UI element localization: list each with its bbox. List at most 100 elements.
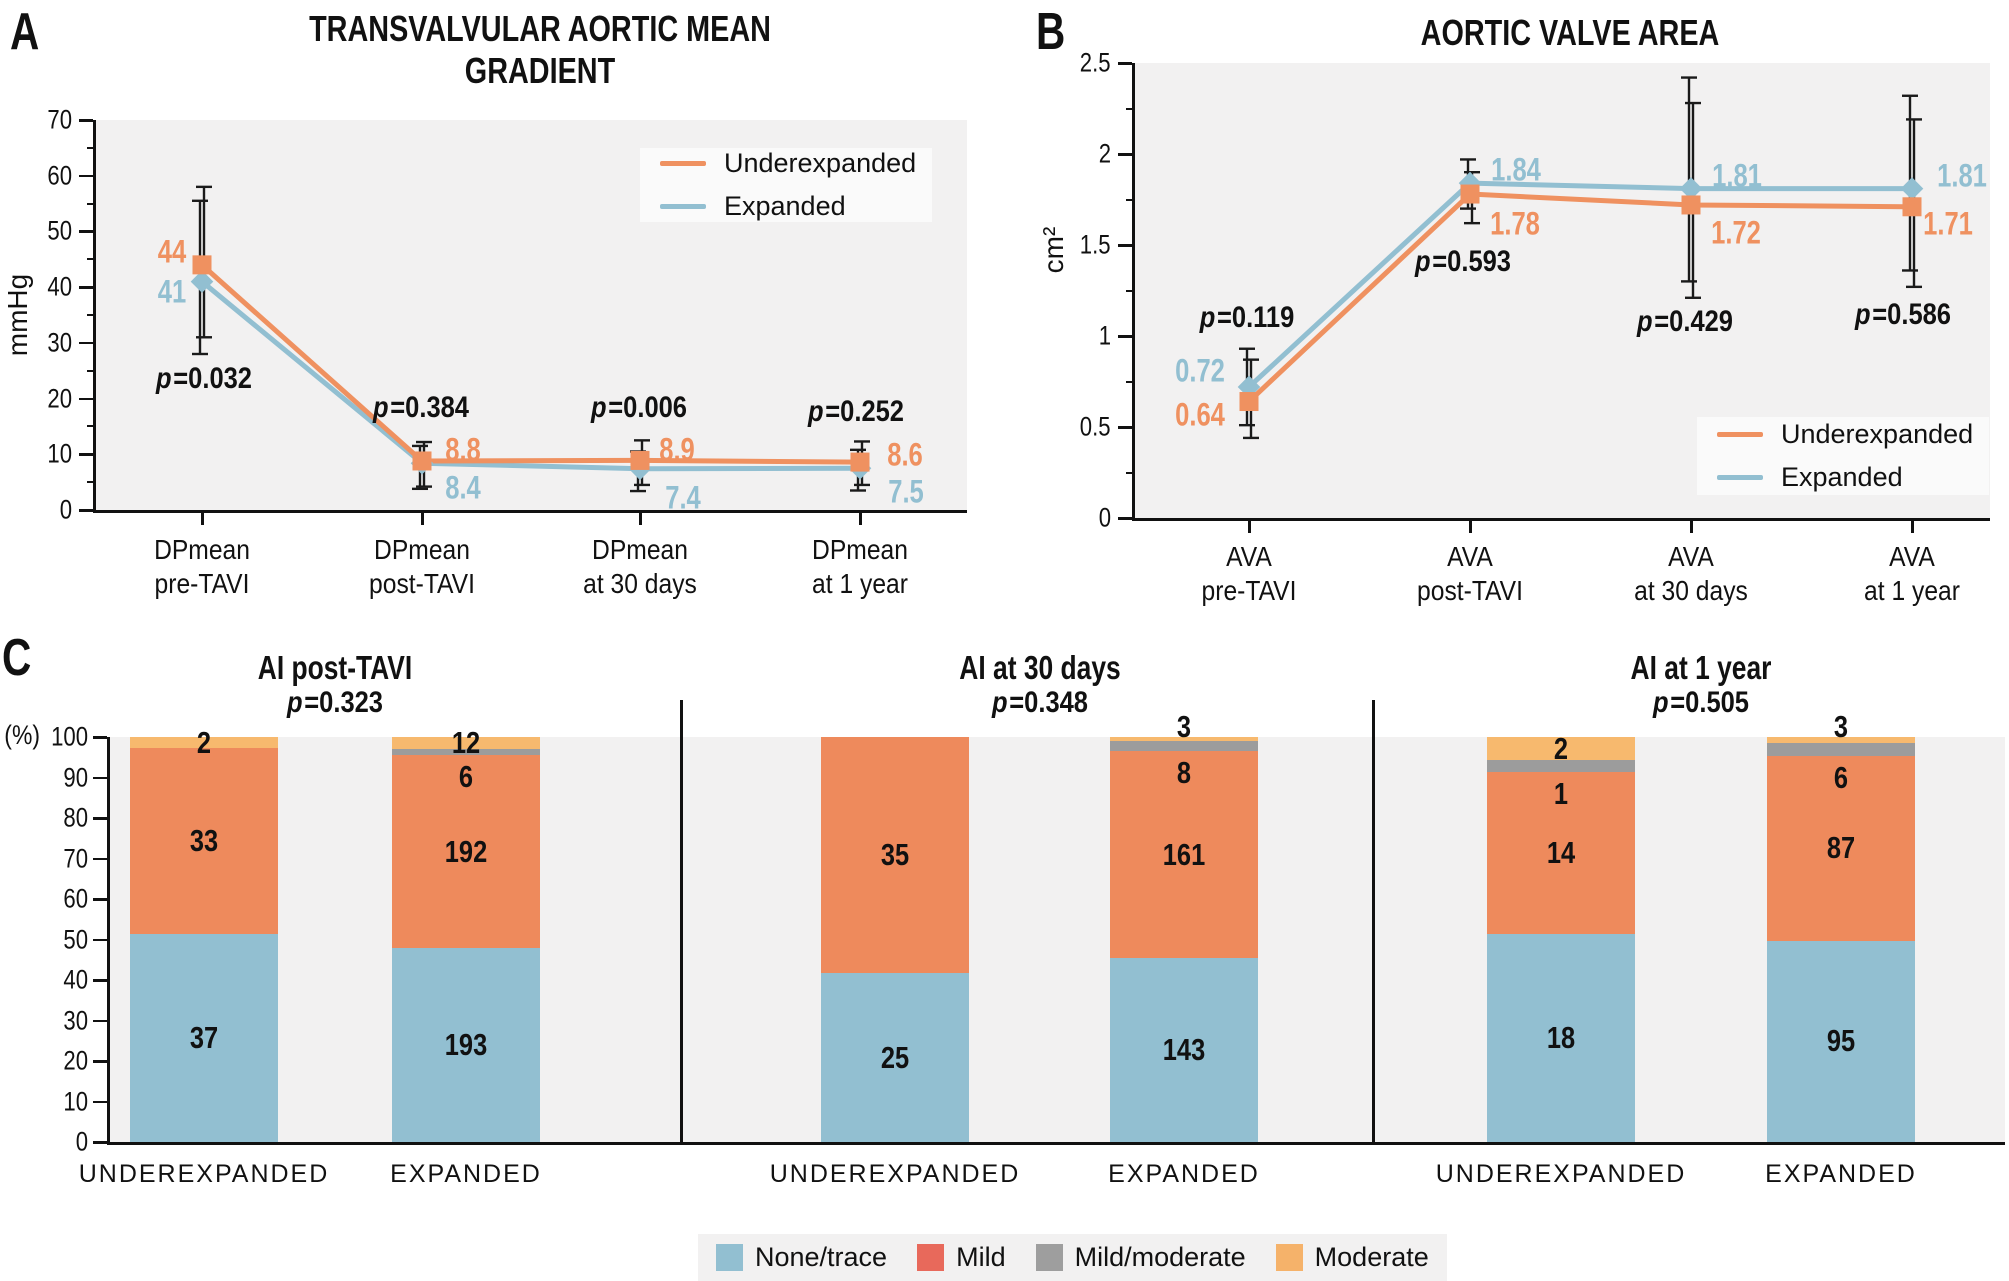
panel-b-legend-line-swatch <box>1717 432 1763 437</box>
panel-a-marker-square-underexpanded <box>192 255 212 275</box>
panel-b-y-tick-label: 0 <box>1098 502 1111 533</box>
ai-legend-item: Mild <box>917 1242 1006 1273</box>
panel-b-x-category-line: AVA <box>1447 541 1493 572</box>
panel-c-bar-count-label: 95 <box>1826 1023 1856 1059</box>
panel-a-y-tick-label: 30 <box>47 327 72 358</box>
panel-b-p-value-label: p=0.593 <box>1415 245 1511 278</box>
panel-b-legend-label: Expanded <box>1781 462 1903 492</box>
panel-b-legend: Underexpanded Expanded <box>1697 417 1989 495</box>
panel-b-x-axis-line <box>1132 518 1990 521</box>
panel-a-y-tick <box>79 341 93 345</box>
panel-b-legend-line-swatch <box>1717 475 1763 480</box>
panel-c-y-tick-label: 20 <box>63 1045 88 1076</box>
panel-a-y-tick-label: 60 <box>47 160 72 191</box>
panel-a-y-tick-label: 50 <box>47 215 72 246</box>
panel-c-y-tick <box>93 857 107 860</box>
panel-b-title: AORTIC VALVE AREA <box>1421 12 1720 54</box>
panel-c-bar-segment-mild <box>1110 751 1258 959</box>
panel-b-marker-square-underexpanded <box>1239 392 1259 412</box>
panel-a-x-category-line: post-TAVI <box>369 568 475 599</box>
panel-a-y-tick <box>79 230 93 233</box>
panel-b-title-line1: AORTIC VALVE AREA <box>1420 12 1720 53</box>
panel-c-y-tick-label: 30 <box>63 1005 88 1035</box>
panel-a-x-category-line: pre-TAVI <box>154 568 250 599</box>
panel-b-y-tick <box>1118 335 1132 338</box>
panel-c-bar-segment-moderate <box>1110 737 1258 741</box>
panel-a-y-tick-label: 10 <box>47 438 72 469</box>
panel-b-y-minor-tick <box>1126 107 1132 110</box>
panel-c-bar-count-label: 6 <box>458 759 474 795</box>
p-symbol: p <box>1637 305 1653 338</box>
panel-a-y-minor-tick <box>87 258 93 261</box>
panel-b-y-tick <box>1118 426 1132 429</box>
panel-b-value-label: 1.84 <box>1491 151 1541 188</box>
panel-b-x-tick <box>1248 521 1251 533</box>
panel-a-x-category-line: DPmean <box>154 534 250 565</box>
p-symbol: p <box>808 395 824 428</box>
panel-a-value-label: 7.5 <box>888 473 924 510</box>
ai-legend-swatch-none_trace <box>716 1244 743 1271</box>
panel-c-y-tick-label: 10 <box>63 1086 88 1116</box>
p-symbol: p <box>1415 245 1431 278</box>
panel-b-value-label: 1.71 <box>1923 205 1973 242</box>
panel-c-bar-count-label: 1 <box>1553 775 1569 811</box>
panel-a-legend: Underexpanded Expanded <box>640 148 932 222</box>
p-symbol: p <box>287 686 303 719</box>
panel-a-x-category-label: DPmean post-TAVI <box>369 533 475 601</box>
panel-b-value-label: 1.78 <box>1490 205 1540 242</box>
panel-c-bar-segment-mild <box>1487 771 1635 934</box>
panel-b-y-minor-tick <box>1126 380 1132 383</box>
ai-legend-label: None/trace <box>755 1242 888 1272</box>
panel-c-y-axis-line <box>107 737 110 1145</box>
panel-a-p-value-label: p=0.032 <box>156 362 252 395</box>
panel-a-x-category-line: at 30 days <box>583 568 697 599</box>
panel-b-letter: B <box>1036 3 1065 61</box>
panel-a-y-tick-label: 70 <box>47 104 72 135</box>
ai-legend-label: Mild/moderate <box>1074 1242 1246 1272</box>
panel-c-bar-count-label: 12 <box>451 725 481 761</box>
panel-a-value-label: 44 <box>157 233 187 270</box>
panel-a-title-line1: TRANSVALVULAR AORTIC MEAN <box>309 8 771 49</box>
panel-c-bar-count-label: 161 <box>1162 836 1206 872</box>
panel-b-y-tick-label: 2 <box>1098 138 1111 169</box>
panel-a-y-tick <box>79 174 93 178</box>
panel-c-y-tick <box>93 776 107 779</box>
panel-a-x-tick <box>421 513 424 525</box>
panel-c-bar-segment-mild <box>392 755 540 949</box>
ai-legend-item: None/trace <box>716 1242 887 1273</box>
panel-b-y-axis-label: cm² <box>1038 226 1069 274</box>
panel-a-value-label: 8.8 <box>445 431 481 468</box>
panel-c-letter: C <box>2 629 31 687</box>
p-symbol: p <box>1653 686 1669 719</box>
ai-legend-label: Mild <box>956 1242 1006 1272</box>
panel-b-y-minor-tick <box>1126 471 1132 474</box>
panel-c-bar-count-label: 193 <box>444 1027 488 1063</box>
panel-b-series-line-underexpanded <box>1246 191 1915 405</box>
panel-b-y-tick <box>1118 244 1132 247</box>
panel-b-value-label: 1.81 <box>1937 157 1987 194</box>
panel-a-value-label: 7.4 <box>665 479 701 516</box>
panel-c-y-tick-label: 50 <box>63 924 88 954</box>
panel-a-title: TRANSVALVULAR AORTIC MEAN GRADIENT <box>309 8 771 92</box>
panel-c-bar-segment-mild <box>130 748 278 934</box>
p-symbol: p <box>1199 301 1216 334</box>
panel-b-y-tick <box>1118 153 1132 156</box>
panel-b-value-label: 0.64 <box>1175 396 1225 433</box>
panel-a-y-tick-label: 20 <box>47 383 72 414</box>
panel-b-value-label: 1.72 <box>1711 214 1761 251</box>
panel-a-y-tick-label: 40 <box>47 271 72 302</box>
panel-c-bar-count-label: 33 <box>189 823 219 859</box>
panel-b-x-category-label: AVA at 30 days <box>1634 540 1748 608</box>
panel-a-legend-line-swatch <box>660 204 706 209</box>
panel-a-legend-item: Underexpanded <box>660 148 932 179</box>
panel-a-p-value-label: p=0.006 <box>591 391 687 424</box>
panel-b-x-category-line: AVA <box>1226 541 1272 572</box>
panel-b-y-axis-line <box>1132 63 1135 521</box>
ai-legend-swatch-mild <box>917 1244 945 1271</box>
panel-c-bar-segment-none_trace <box>1767 940 1915 1142</box>
panel-c-bar-segment-mild <box>1767 756 1915 941</box>
panel-a-x-tick <box>639 513 642 525</box>
panel-a-x-category-line: DPmean <box>812 534 908 565</box>
panel-b-plot-svg <box>1237 76 1924 440</box>
ai-severity-legend: None/trace Mild Mild/moderate Moderate <box>698 1234 1447 1281</box>
